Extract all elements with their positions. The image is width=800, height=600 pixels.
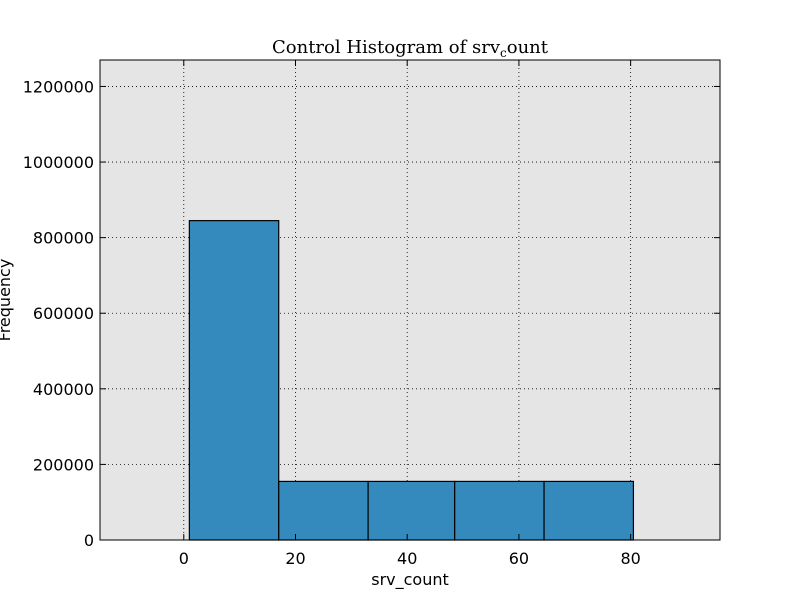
x-tick-label: 60 bbox=[509, 549, 529, 568]
grid bbox=[100, 60, 720, 541]
y-tick-label: 1200000 bbox=[23, 77, 94, 96]
chart-title: Control Histogram of srvcount bbox=[272, 37, 549, 60]
x-tick-label: 0 bbox=[179, 549, 189, 568]
y-tick-label: 1000000 bbox=[23, 153, 94, 172]
histogram-bar bbox=[543, 480, 635, 541]
y-tick-label: 400000 bbox=[33, 380, 94, 399]
y-tick-label: 0 bbox=[84, 531, 94, 550]
y-tick-label: 200000 bbox=[33, 455, 94, 474]
bars bbox=[188, 220, 635, 541]
histogram-bar bbox=[278, 480, 369, 541]
y-axis-ticks: 0 200000 400000 600000 800000 1000000 1200000 bbox=[23, 77, 720, 550]
histogram-bar bbox=[454, 480, 545, 541]
y-tick-label: 800000 bbox=[33, 229, 94, 248]
histogram-bar bbox=[188, 220, 280, 541]
title-suffix: ount bbox=[507, 37, 549, 58]
title-subscript: c bbox=[500, 46, 507, 60]
x-tick-label: 40 bbox=[397, 549, 417, 568]
plot-frame bbox=[99, 59, 721, 541]
x-tick-label: 80 bbox=[620, 549, 640, 568]
x-tick-label: 20 bbox=[285, 549, 305, 568]
y-axis-label: Frequency bbox=[0, 259, 14, 342]
x-axis-ticks: 0 20 40 60 80 bbox=[179, 60, 641, 568]
x-axis-label: srv_count bbox=[371, 570, 449, 590]
histogram-bar bbox=[367, 480, 456, 541]
y-tick-label: 600000 bbox=[33, 304, 94, 323]
